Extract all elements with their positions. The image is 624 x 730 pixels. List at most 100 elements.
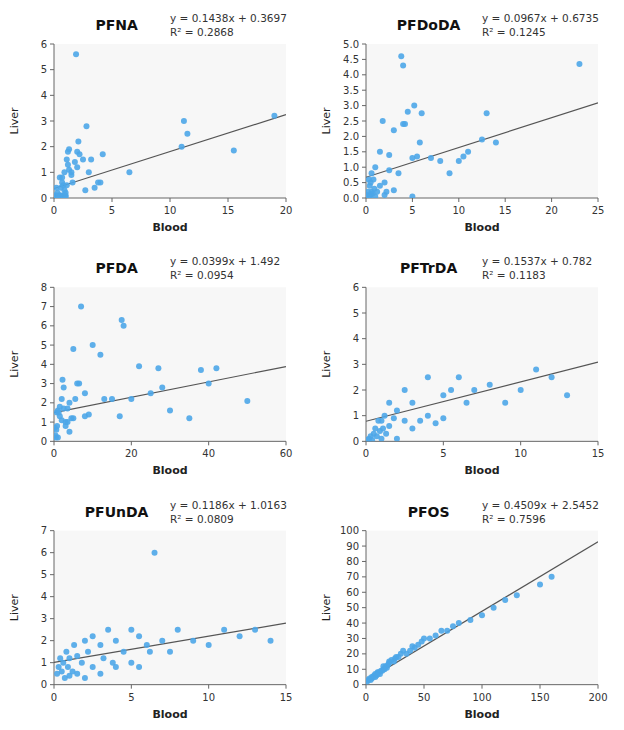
point: [100, 655, 106, 661]
point: [92, 185, 98, 191]
y-tick-label: 7: [41, 525, 47, 536]
x-tick-label: 10: [164, 205, 177, 216]
panel-title: PFUnDA: [85, 504, 149, 520]
x-tick: [54, 441, 55, 445]
point: [128, 396, 134, 402]
point: [65, 162, 71, 168]
y-tick-label: 0.5: [343, 177, 359, 188]
point: [421, 635, 427, 641]
x-tick-label: 15: [222, 205, 235, 216]
y-tick: [50, 146, 54, 147]
y-tick-label: 0: [41, 436, 47, 447]
annotation: y = 0.1438x + 0.3697: [170, 12, 287, 24]
point: [148, 390, 154, 396]
point: [479, 136, 485, 142]
point: [437, 158, 443, 164]
x-tick: [551, 198, 552, 202]
x-tick: [598, 441, 599, 445]
x-tick: [540, 685, 541, 689]
point: [83, 123, 89, 129]
x-tick-label: 0: [51, 692, 57, 703]
point: [90, 664, 96, 670]
point: [427, 635, 433, 641]
point: [64, 157, 70, 163]
point: [59, 174, 65, 180]
y-tick: [362, 136, 366, 137]
point: [394, 436, 400, 442]
point: [66, 655, 72, 661]
point: [372, 164, 378, 170]
x-axis-label: Blood: [464, 708, 499, 721]
annotation: R² = 0.2868: [170, 26, 234, 38]
point: [80, 157, 86, 163]
y-tick: [362, 287, 366, 288]
point: [378, 436, 384, 442]
marks: [366, 542, 598, 685]
point: [386, 400, 392, 406]
y-tick: [362, 390, 366, 391]
point: [502, 400, 508, 406]
x-tick-label: 20: [125, 448, 138, 459]
point: [136, 363, 142, 369]
x-tick-label: 0: [51, 448, 57, 459]
point: [88, 157, 94, 163]
x-axis-label: Blood: [152, 221, 187, 234]
x-tick-label: 50: [418, 692, 431, 703]
point: [175, 627, 181, 633]
y-tick: [50, 198, 54, 199]
x-tick-label: 25: [592, 205, 605, 216]
point: [398, 53, 404, 59]
x-tick-label: 10: [514, 448, 527, 459]
point: [409, 193, 415, 198]
point: [86, 169, 92, 175]
x-tick: [424, 685, 425, 689]
marks: [54, 51, 286, 198]
y-tick-label: 6: [41, 39, 47, 50]
point: [564, 392, 570, 398]
annotation: y = 0.0399x + 1.492: [170, 255, 280, 267]
y-tick: [362, 121, 366, 122]
y-tick: [362, 364, 366, 365]
point: [167, 408, 173, 414]
y-tick-label: 1: [41, 167, 47, 178]
annotation: y = 0.1537x + 0.782: [482, 255, 592, 267]
y-tick-label: 4.0: [343, 69, 359, 80]
y-tick-label: 50: [346, 602, 359, 613]
panel: 0204060012345678BloodLiverPFDAy = 0.0399…: [8, 255, 292, 477]
point: [82, 390, 88, 396]
panel: 0501001502000102030405060708090100BloodL…: [320, 499, 608, 721]
point: [433, 420, 439, 426]
x-tick-label: 15: [592, 448, 605, 459]
point: [147, 649, 153, 655]
y-tick: [362, 653, 366, 654]
y-tick-label: 0: [41, 679, 47, 690]
y-tick-label: 1: [41, 417, 47, 428]
y-tick-label: 1.0: [343, 162, 359, 173]
point: [465, 149, 471, 155]
point: [179, 144, 185, 150]
point: [76, 381, 82, 387]
y-tick: [362, 638, 366, 639]
point: [440, 392, 446, 398]
x-axis: [366, 441, 598, 442]
y-tick-label: 0: [41, 193, 47, 204]
annotation: y = 0.0967x + 0.6735: [482, 12, 599, 24]
point: [136, 633, 142, 639]
x-tick-label: 5: [409, 205, 415, 216]
y-tick-label: 3: [41, 378, 47, 389]
y-tick-label: 4: [41, 90, 47, 101]
point: [70, 346, 76, 352]
point: [409, 426, 415, 432]
y-tick: [50, 402, 54, 403]
point: [382, 180, 388, 186]
point: [502, 597, 508, 603]
plot-area: [366, 531, 598, 685]
y-tick: [50, 172, 54, 173]
point: [402, 387, 408, 393]
point: [386, 423, 392, 429]
point: [74, 653, 80, 659]
figure: 051015200123456BloodLiverPFNAy = 0.1438x…: [0, 0, 624, 730]
point: [391, 127, 397, 133]
y-tick: [50, 530, 54, 531]
point: [417, 140, 423, 146]
